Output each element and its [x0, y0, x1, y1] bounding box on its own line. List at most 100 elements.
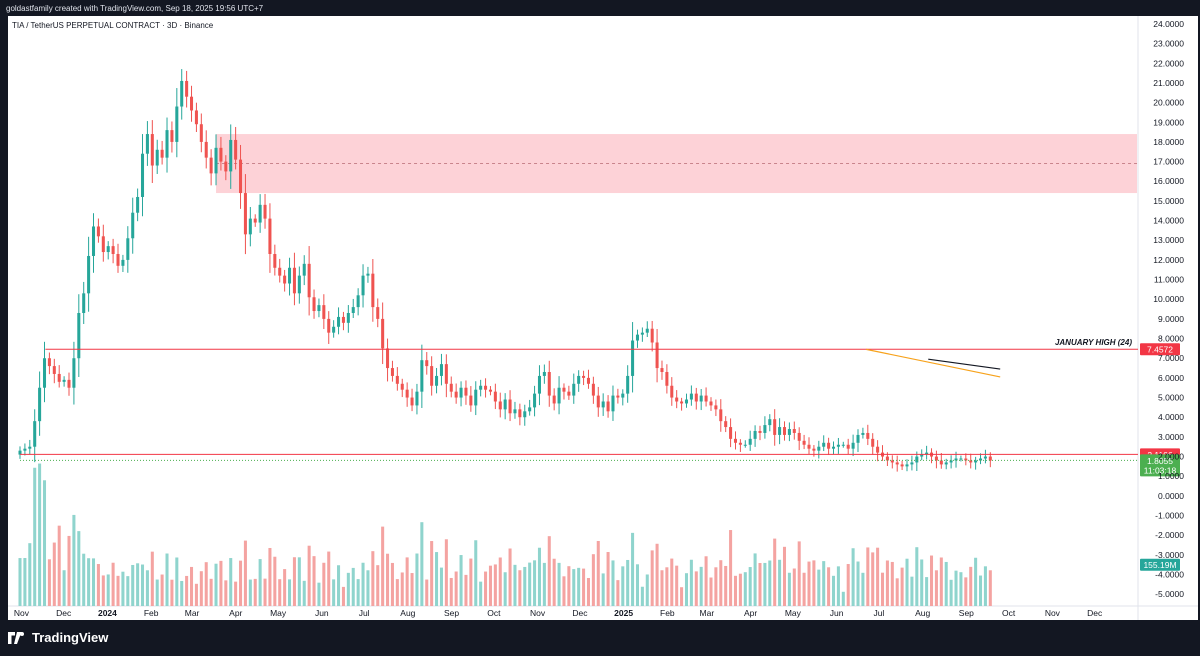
candle-body: [498, 401, 502, 410]
candle-body: [827, 442, 831, 449]
price-tick-label: 9.0000: [1158, 314, 1184, 324]
candle-body: [939, 460, 943, 465]
price-tick-label: 18.0000: [1153, 137, 1184, 147]
volume-bar: [101, 575, 105, 606]
candle-body: [420, 360, 424, 392]
time-tick-label: Aug: [915, 608, 930, 618]
time-tick-label: Oct: [1002, 608, 1016, 618]
volume-bar: [846, 564, 850, 606]
volume-bar: [140, 564, 145, 606]
volume-bar: [410, 573, 414, 606]
volume-bar: [371, 551, 375, 606]
volume-bar: [224, 580, 228, 606]
last-price-badge: [1140, 454, 1180, 477]
candle-body: [885, 456, 889, 461]
candle-body: [680, 401, 684, 404]
candle-body: [28, 446, 32, 449]
volume-bar: [655, 543, 659, 606]
volume-bar: [498, 557, 502, 606]
january-high-badge-text: 7.4572: [1147, 345, 1173, 355]
price-tick-label: 12.0000: [1153, 255, 1184, 265]
volume-bar: [243, 540, 247, 606]
volume-bar: [72, 514, 76, 606]
volume-bar: [121, 571, 125, 606]
candle-body: [302, 263, 306, 276]
volume-bar: [596, 540, 600, 606]
brand-label: TradingView: [32, 630, 109, 645]
price-tick-label: 17.0000: [1153, 157, 1184, 167]
volume-bar: [425, 579, 429, 606]
chart-area[interactable]: TIA / TetherUS PERPETUAL CONTRACT · 3D ·…: [8, 16, 1198, 620]
candle-body: [753, 430, 757, 439]
time-tick-label: Nov: [530, 608, 546, 618]
candle-body: [82, 293, 86, 313]
candle-body: [895, 462, 899, 465]
candle-body: [170, 130, 174, 142]
volume-bar: [822, 561, 826, 606]
volume-bar: [895, 578, 899, 606]
tradingview-logo-icon: [8, 631, 24, 644]
candle-body: [988, 456, 992, 461]
volume-bar: [640, 586, 644, 606]
price-tick-label: 4.0000: [1158, 412, 1184, 422]
volume-bar: [611, 560, 615, 606]
candle-body: [890, 460, 894, 463]
candle-body: [400, 383, 404, 390]
candle-body: [288, 267, 292, 284]
candle-body: [876, 446, 880, 453]
candle-body: [964, 458, 968, 461]
volume-bar: [190, 566, 194, 606]
volume-bar: [635, 564, 639, 606]
candle-body: [949, 460, 953, 463]
volume-bar: [880, 572, 885, 606]
time-tick-label: May: [785, 608, 802, 618]
candle-body: [846, 444, 850, 449]
time-tick-label: 2024: [98, 608, 117, 618]
candle-body: [577, 375, 581, 384]
candle-body: [376, 307, 380, 319]
price-tick-label: 8.0000: [1158, 334, 1184, 344]
volume-bar: [116, 575, 120, 606]
candle-body: [57, 373, 61, 382]
candle-body: [273, 254, 277, 268]
candle-body: [449, 383, 453, 392]
candle-body: [493, 391, 497, 402]
volume-bar: [934, 570, 938, 606]
volume-bar: [503, 572, 507, 606]
candle-body: [366, 273, 370, 276]
price-tick-label: 11.0000: [1154, 275, 1184, 285]
candle-body: [444, 364, 448, 384]
candle-body: [337, 316, 341, 327]
price-tick-label: 3.0000: [1158, 432, 1184, 442]
time-tick-label: Aug: [400, 608, 415, 618]
volume-bar: [488, 565, 492, 606]
candle-body: [488, 389, 492, 392]
candle-body: [248, 218, 252, 235]
candle-body: [856, 434, 860, 443]
price-tick-label: -2.0000: [1155, 530, 1184, 540]
volume-bar: [724, 565, 728, 606]
candle-body: [586, 377, 590, 384]
candle-body: [533, 393, 537, 408]
volume-bar: [175, 557, 179, 606]
candle-body: [768, 419, 772, 426]
candle-body: [410, 397, 414, 406]
candle-body: [42, 358, 47, 388]
candle-body: [557, 387, 561, 404]
volume-bar: [714, 567, 718, 606]
candle-body: [743, 444, 747, 446]
volume-bar: [253, 578, 257, 606]
candle-body: [758, 430, 762, 433]
time-tick-label: Oct: [487, 608, 501, 618]
volume-bar: [288, 579, 292, 606]
volume-bar: [131, 564, 135, 606]
volume-bar: [871, 552, 875, 606]
price-tick-label: 22.0000: [1153, 58, 1184, 68]
volume-bar: [763, 562, 767, 606]
volume-bar: [307, 545, 311, 606]
volume-bar: [273, 556, 277, 606]
volume-bar: [145, 570, 149, 606]
candle-body: [508, 399, 512, 414]
volume-bar: [62, 570, 66, 606]
